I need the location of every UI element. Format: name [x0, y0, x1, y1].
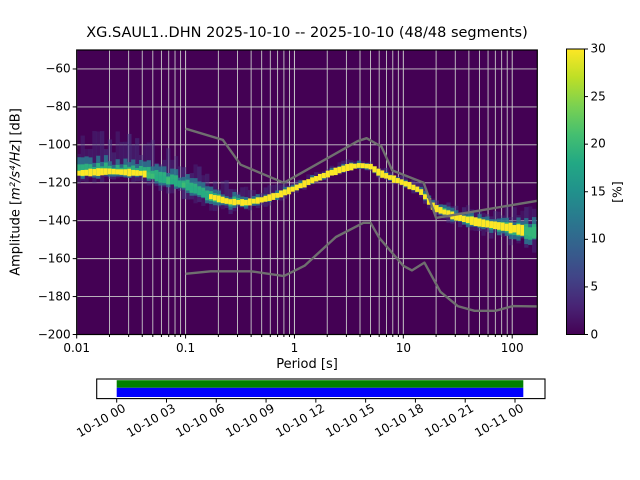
y-tick-label-text: −200: [37, 327, 71, 342]
y-axis-label-suffix: ] [dB]: [8, 108, 24, 145]
colorbar-tick-label-text: 0: [590, 327, 599, 342]
x-tick-label-text: 100: [500, 340, 524, 355]
y-tick-label-text: −140: [37, 213, 71, 228]
y-axis-label-prefix: Amplitude [: [8, 199, 24, 276]
colorbar-label: [%]: [609, 181, 625, 203]
colorbar-tick-label-text: 5: [590, 279, 599, 294]
colorbar-tick-label-text: 15: [590, 184, 606, 199]
y-tick-label-text: −180: [37, 289, 71, 304]
y-tick-label-text: −60: [45, 61, 71, 76]
y-tick-label-text: −100: [37, 137, 71, 152]
y-axis-label: Amplitude [m²/s⁴/Hz] [dB]: [9, 108, 24, 276]
x-tick-label-text: 1: [290, 340, 299, 355]
y-tick-label-text: −120: [37, 175, 71, 190]
x-tick-label-text: 0.1: [176, 340, 196, 355]
colorbar-tick-label-text: 20: [590, 136, 606, 151]
x-tick-label-text: 10: [395, 340, 411, 355]
colorbar-tick-label-text: 10: [590, 232, 606, 247]
y-tick-label-text: −160: [37, 251, 71, 266]
y-tick-label-text: −80: [45, 99, 71, 114]
x-tick-label-text: 0.01: [63, 340, 91, 355]
y-axis-label-units: m²/s⁴/Hz: [8, 144, 24, 200]
x-axis-label: Period [s]: [276, 357, 338, 372]
colorbar-tick-label-text: 25: [590, 89, 606, 104]
colorbar-tick-label-text: 30: [590, 41, 606, 56]
plot-title: XG.SAUL1..DHN 2025-10-10 -- 2025-10-10 (…: [86, 25, 528, 41]
